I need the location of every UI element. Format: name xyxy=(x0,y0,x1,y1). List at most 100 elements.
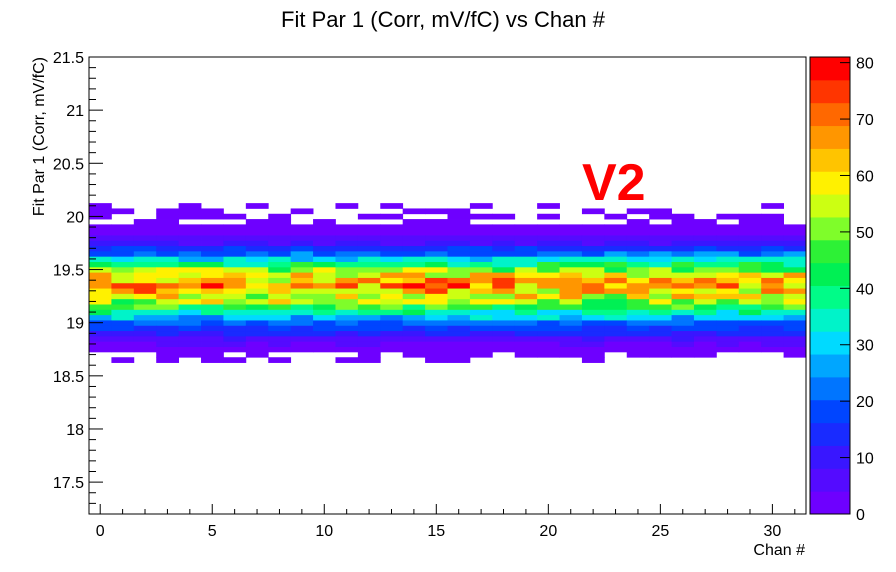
heatmap-cell xyxy=(201,229,224,236)
heatmap-cell xyxy=(738,235,762,241)
heatmap-cell xyxy=(581,224,605,231)
heatmap-cell xyxy=(313,224,336,231)
heatmap-cell xyxy=(514,314,538,321)
heatmap-cell xyxy=(313,219,336,225)
heatmap-cell xyxy=(514,298,538,305)
heatmap-cell xyxy=(626,266,650,273)
heatmap-cell xyxy=(178,208,202,215)
heatmap-cell xyxy=(738,266,762,273)
heatmap-cell xyxy=(290,272,314,278)
heatmap-cell xyxy=(357,304,381,310)
y-tick-label: 18 xyxy=(66,422,84,439)
heatmap-cell xyxy=(783,282,807,289)
heatmap-cell xyxy=(469,261,493,268)
heatmap-cell xyxy=(425,261,448,268)
heatmap-cell xyxy=(357,309,381,316)
heatmap-cell xyxy=(380,235,404,241)
heatmap-cell xyxy=(447,335,471,342)
heatmap-cell xyxy=(626,298,650,305)
heatmap-cell xyxy=(268,229,292,236)
heatmap-cell xyxy=(245,314,269,321)
heatmap-cell xyxy=(201,240,224,247)
heatmap-cell xyxy=(537,346,560,353)
heatmap-cell xyxy=(425,250,448,257)
heatmap-cell xyxy=(268,245,292,252)
heatmap-cell xyxy=(402,330,426,337)
heatmap-cell xyxy=(626,325,650,332)
heatmap-cell xyxy=(380,346,404,353)
heatmap-cell xyxy=(290,256,314,262)
heatmap-cell xyxy=(245,293,269,300)
heatmap-cell xyxy=(671,224,695,231)
heatmap-cell xyxy=(313,240,336,247)
heatmap-cell xyxy=(693,304,717,310)
heatmap-cell xyxy=(178,351,202,358)
heatmap-cell xyxy=(380,229,404,236)
heatmap-cell xyxy=(201,320,224,326)
heatmap-cell xyxy=(559,330,583,337)
heatmap-cell xyxy=(268,357,292,363)
heatmap-cell xyxy=(447,235,471,241)
heatmap-cell xyxy=(447,293,471,300)
heatmap-cell xyxy=(313,346,336,353)
heatmap-cell xyxy=(761,229,784,236)
heatmap-cell xyxy=(245,325,269,332)
heatmap-cell xyxy=(626,235,650,241)
heatmap-cell xyxy=(761,298,784,305)
heatmap-cell xyxy=(133,309,157,316)
heatmap-cell xyxy=(335,288,359,294)
heatmap-cell xyxy=(380,256,404,262)
heatmap-cell xyxy=(514,304,538,310)
heatmap-cell xyxy=(738,245,762,252)
heatmap-cell xyxy=(357,298,381,305)
heatmap-cell xyxy=(604,282,628,289)
heatmap-cell xyxy=(626,261,650,268)
heatmap-cell xyxy=(447,288,471,294)
heatmap-cell xyxy=(738,240,762,247)
heatmap-cell xyxy=(783,330,807,337)
heatmap-cell xyxy=(738,229,762,236)
heatmap-cell xyxy=(201,213,224,220)
heatmap-cell xyxy=(133,266,157,273)
heatmap-cell xyxy=(559,250,583,257)
heatmap-cell xyxy=(693,335,717,342)
heatmap-cell xyxy=(761,219,784,225)
heatmap-cell xyxy=(649,304,672,310)
heatmap-cell xyxy=(514,351,538,358)
heatmap-cell xyxy=(559,245,583,252)
heatmap-cell xyxy=(111,309,135,316)
y-tick-label: 21 xyxy=(66,103,84,120)
heatmap-cell xyxy=(425,266,448,273)
heatmap-cell xyxy=(402,288,426,294)
heatmap-cell xyxy=(626,229,650,236)
heatmap-cell xyxy=(581,235,605,241)
heatmap-cell xyxy=(380,245,404,252)
heatmap-cell xyxy=(268,335,292,342)
heatmap-cell xyxy=(223,240,247,247)
heatmap-cell xyxy=(537,213,560,220)
heatmap-cell xyxy=(402,346,426,353)
heatmap-cell xyxy=(604,304,628,310)
heatmap-cell xyxy=(626,341,650,348)
heatmap-cell xyxy=(559,240,583,247)
heatmap-cell xyxy=(604,346,628,353)
heatmap-cell xyxy=(716,346,740,353)
heatmap-cell xyxy=(514,235,538,241)
heatmap-cell xyxy=(178,346,202,353)
heatmap-cell xyxy=(671,346,695,353)
heatmap-cell xyxy=(761,272,784,278)
heatmap-cell xyxy=(268,213,292,220)
heatmap-cell xyxy=(111,304,135,310)
heatmap-cell xyxy=(89,250,112,257)
heatmap-cell xyxy=(268,235,292,241)
heatmap-cell xyxy=(559,298,583,305)
heatmap-cell xyxy=(201,256,224,262)
heatmap-cell xyxy=(783,341,807,348)
heatmap-cell xyxy=(313,335,336,342)
heatmap-cell xyxy=(245,219,269,225)
heatmap-cell xyxy=(581,346,605,353)
x-tick-label: 10 xyxy=(315,523,333,540)
heatmap-cell xyxy=(604,240,628,247)
heatmap-cell xyxy=(156,224,180,231)
heatmap-cell xyxy=(783,351,807,358)
